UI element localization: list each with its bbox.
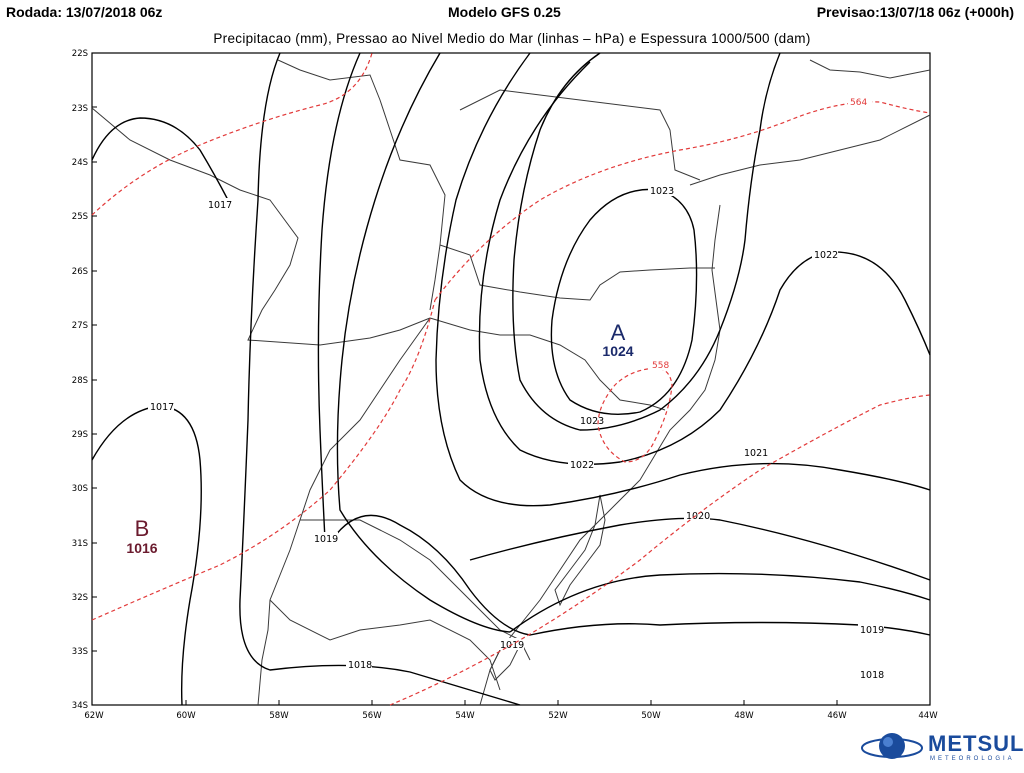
thickness-line-558 [597,367,673,463]
high-pressure-letter: A [611,320,626,345]
isobar-label: 1020 [686,511,710,522]
isobar-label: 1021 [744,448,768,459]
isobar-labels: 1017 1017 1019 1018 1023 1023 1022 1022 … [148,184,884,681]
axis-ticks [92,52,838,706]
sp-mg-border [809,59,931,79]
paraguay-argentina-border [91,107,431,346]
uruguay-border [300,519,531,661]
lon-tick-label: 50W [641,711,661,721]
isobar-1020 [336,52,511,633]
forecast-time-label: Previsao:13/07/18 06z (+000h) [816,4,1014,20]
lat-tick-label: 28S [72,376,88,386]
isobar-1019-b [331,514,931,636]
isobar-label: 1019 [500,640,524,651]
lon-tick-label: 48W [734,711,754,721]
political-borders [91,59,931,706]
lon-tick-label: 46W [827,711,847,721]
thickness-line-564 [434,101,931,301]
low-pressure-center: B 1016 [126,516,157,556]
lat-tick-label: 22S [72,49,88,59]
globe-icon [861,733,923,759]
lat-tick-label: 29S [72,430,88,440]
lat-tick-label: 27S [72,321,88,331]
isobar-label: 1023 [580,416,604,427]
thickness-labels: 564 558 [650,96,872,371]
low-pressure-letter: B [135,516,150,541]
brazil-south-coast [479,204,721,706]
isobar-label: 1018 [348,660,372,671]
isobar-1017-top [91,117,229,201]
lon-tick-label: 44W [918,711,938,721]
lon-tick-label: 54W [455,711,475,721]
isobar-label: 1022 [570,460,594,471]
ms-sp-border [459,89,701,181]
map-frame [91,52,931,706]
model-name-label: Modelo GFS 0.25 [448,4,561,20]
lat-tick-label: 26S [72,267,88,277]
isobar-label: 1022 [814,250,838,261]
sc-rs-border [429,317,666,411]
high-pressure-center: A 1024 [602,320,633,359]
metsul-logo: METSUL METEOROLOGIA [858,728,1023,768]
thickness-lines [91,52,931,706]
isobars [91,52,931,706]
high-pressure-value: 1024 [602,343,633,359]
latitude-axis: 22S 23S 24S 25S 26S 27S 28S 29S 30S 31S … [72,49,88,711]
isobar-1022 [478,61,931,465]
logo-name: METSUL [928,731,1024,756]
isobar-1022-b [512,52,781,431]
map-subtitle: Precipitacao (mm), Pressao ao Nivel Medi… [213,31,811,46]
lat-tick-label: 34S [72,701,88,711]
thickness-line-south [91,299,436,621]
isobar-label: 1019 [860,625,884,636]
low-pressure-value: 1016 [126,540,157,556]
argentina-rs-border [257,317,431,706]
patos-lagoon [554,494,606,607]
lon-tick-label: 56W [362,711,382,721]
isobar-1021 [435,52,931,507]
brazil-paraguay-border [277,59,446,311]
lat-tick-label: 25S [72,212,88,222]
thickness-line-southeast [389,394,931,706]
isobar-1020-c [469,517,931,581]
isobar-1020-b [509,572,931,633]
rio-de-la-plata-coast [269,599,501,691]
thickness-line-north [91,52,373,216]
isobar-1017-bottom [91,405,202,706]
lat-tick-label: 31S [72,539,88,549]
lat-tick-label: 33S [72,647,88,657]
lon-tick-label: 52W [548,711,568,721]
isobar-label: 1017 [208,200,232,211]
isobar-label: 1019 [314,534,338,545]
longitude-axis: 62W 60W 58W 56W 54W 52W 50W 48W 46W 44W [84,711,938,721]
isobar-1023 [550,188,698,415]
isobar-label: 1018 [860,670,884,681]
lon-tick-label: 58W [269,711,289,721]
isobar-1018 [239,52,521,706]
thickness-label: 564 [850,98,867,108]
isobar-1019 [317,52,361,541]
run-date-label: Rodada: 13/07/2018 06z [6,4,163,20]
lat-tick-label: 30S [72,484,88,494]
thickness-label: 558 [652,361,669,371]
sp-coast [689,114,931,186]
lat-tick-label: 23S [72,104,88,114]
logo-subtitle: METEOROLOGIA [930,756,1015,762]
isobar-label: 1017 [150,402,174,413]
parana-state-border [439,244,715,301]
isobar-label: 1023 [650,186,674,197]
lon-tick-label: 62W [84,711,104,721]
lat-tick-label: 24S [72,158,88,168]
lon-tick-label: 60W [176,711,196,721]
lat-tick-label: 32S [72,593,88,603]
